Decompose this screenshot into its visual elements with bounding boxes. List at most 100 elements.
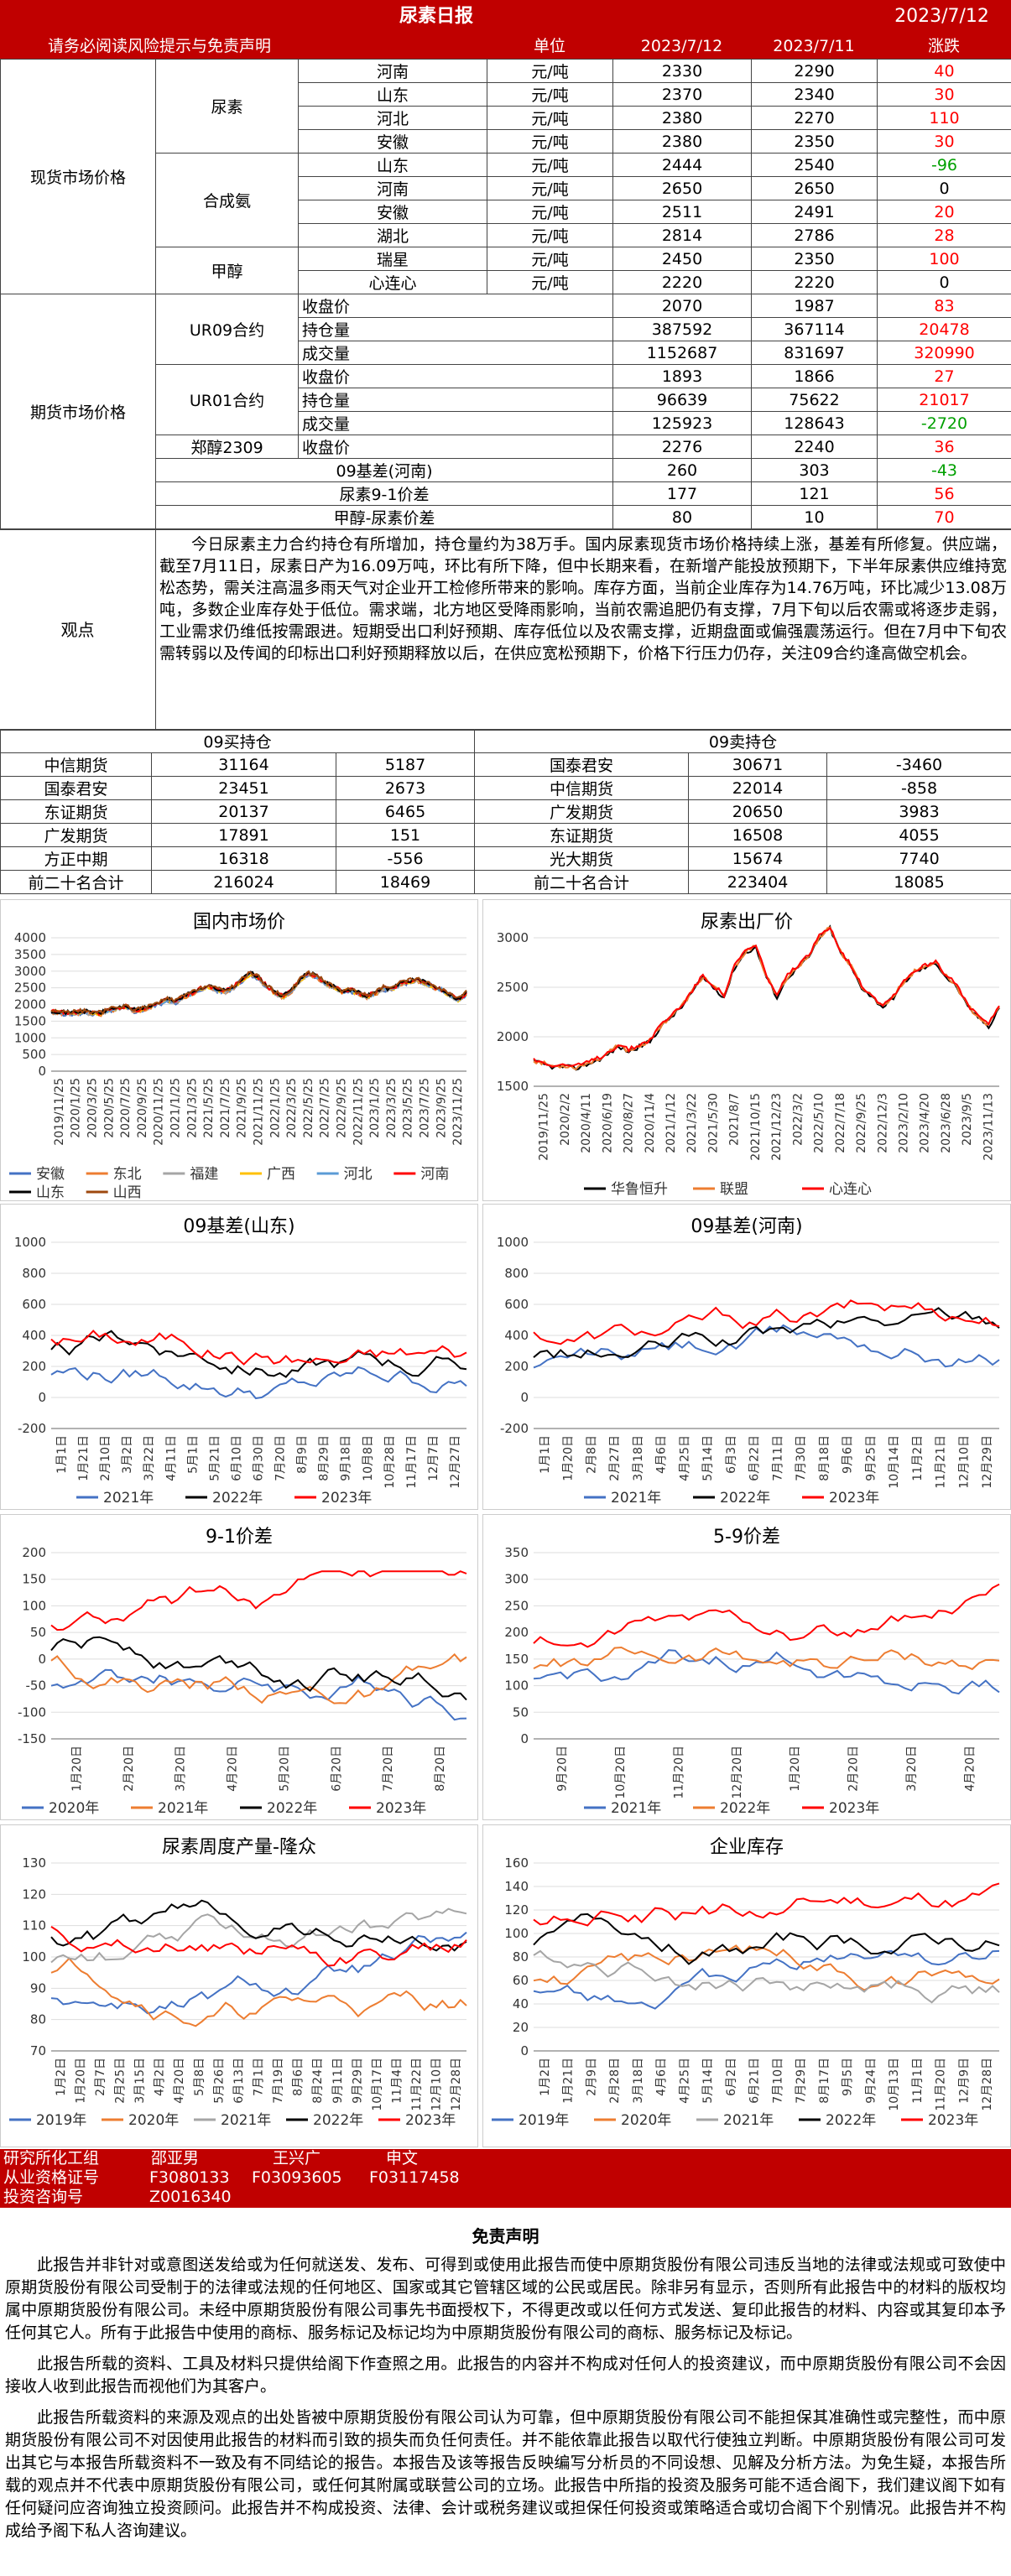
- legend-label: 联盟: [720, 1181, 748, 1198]
- y-tick-label: 2500: [14, 981, 46, 996]
- x-tick-label: 9月29日: [351, 2058, 364, 2104]
- position-cell: 16508: [688, 823, 828, 847]
- price-change: 100: [877, 247, 1011, 271]
- price-today: 2511: [612, 200, 752, 224]
- position-cell: 3983: [826, 799, 1011, 824]
- x-tick-label: 2023/11/25: [451, 1078, 465, 1146]
- x-tick-label: 5月21日: [208, 1435, 221, 1481]
- y-tick-label: 70: [30, 2043, 46, 2058]
- broker-cell: 东证期货: [474, 823, 690, 847]
- series-line: [533, 1882, 1000, 1927]
- chart-title: 国内市场价: [192, 912, 285, 933]
- value-change: -43: [877, 458, 1011, 482]
- position-cell: -3460: [826, 752, 1011, 777]
- metric-cell: 收盘价: [298, 294, 613, 318]
- value-prev: 75622: [751, 388, 878, 412]
- value-today: 387592: [612, 317, 752, 341]
- series-line: [533, 1583, 1000, 1648]
- x-tick-label: 2021/3/22: [685, 1093, 699, 1153]
- x-tick-label: 10月8日: [362, 1435, 375, 1481]
- y-tick-label: 120: [22, 1886, 46, 1902]
- series-line: [533, 924, 1000, 1071]
- chart-legend: 华鲁恒升 联盟 心连心: [584, 1181, 872, 1198]
- position-cell: -858: [826, 776, 1011, 800]
- y-tick-label: 100: [22, 1949, 46, 1965]
- price-change: 30: [877, 82, 1011, 107]
- value-change: -2720: [877, 411, 1011, 435]
- position-cell: 216024: [151, 870, 336, 894]
- price-today: 2220: [612, 270, 752, 294]
- broker-cell: 方正中期: [0, 846, 152, 871]
- unit-cell: 元/吨: [487, 82, 613, 107]
- y-tick-label: 100: [504, 1678, 529, 1694]
- price-table: 现货市场价格 尿素 河南 元/吨 2330 2290 40 山东 元/吨 2370 2340 30 河北…: [0, 59, 1011, 529]
- unit-cell: 元/吨: [487, 270, 613, 294]
- legend-label: 2019年: [36, 2112, 86, 2129]
- observation-text: 今日尿素主力合约持仓有所增加，持仓量约为38万手。国内尿素现货市场价格持续上涨，…: [159, 535, 1007, 663]
- price-change: 0: [877, 176, 1011, 200]
- legend-label: 2021年: [611, 1800, 661, 1817]
- legend-label: 2023年: [405, 2112, 456, 2129]
- value-prev: 303: [751, 458, 878, 482]
- y-tick-label: 3000: [14, 964, 46, 979]
- x-tick-label: 2022/3/25: [285, 1078, 299, 1138]
- contract-label: UR09合约: [155, 294, 299, 365]
- x-tick-label: 2月28日: [608, 2058, 622, 2104]
- price-today: 2814: [612, 223, 752, 247]
- y-tick-label: 0: [38, 1652, 46, 1667]
- y-tick-label: 1500: [14, 1013, 46, 1028]
- y-tick-label: -50: [26, 1678, 47, 1694]
- region-cell: 湖北: [298, 223, 487, 247]
- value-prev: 10: [751, 505, 878, 529]
- y-tick-label: 1000: [14, 1030, 46, 1045]
- series-line: [50, 1570, 467, 1631]
- x-tick-label: 5月20日: [278, 1746, 291, 1792]
- position-cell: 31164: [151, 752, 336, 777]
- col-date2: 2023/7/11: [773, 37, 855, 55]
- price-prev: 2220: [751, 270, 878, 294]
- footer-cert-label: 从业资格证号: [3, 2168, 100, 2187]
- footer-bar: 研究所化工组 从业资格证号 投资咨询号 邵亚男 王兴广 申文 F3080133 …: [0, 2149, 1011, 2208]
- position-cell: 5187: [335, 752, 476, 777]
- position-cell: 23451: [151, 776, 336, 800]
- legend-label: 2020年: [49, 1800, 99, 1817]
- x-tick-label: 5月1日: [186, 1435, 200, 1474]
- x-tick-label: 1月21日: [77, 1435, 91, 1481]
- unit-cell: 元/吨: [487, 200, 613, 224]
- x-tick-label: 2020/9/25: [136, 1078, 149, 1138]
- y-tick-label: 160: [504, 1855, 529, 1871]
- x-tick-label: 8月9日: [296, 1435, 310, 1474]
- x-tick-label: 2月25日: [114, 2058, 128, 2104]
- y-tick-label: 200: [504, 1359, 529, 1374]
- y-tick-label: 140: [504, 1879, 529, 1894]
- series-line: [50, 1899, 467, 1952]
- series-line: [50, 1907, 467, 1964]
- analyst-name-2: 王兴广: [273, 2149, 321, 2167]
- x-tick-label: 2020/4/11: [580, 1093, 593, 1153]
- series-line: [533, 1912, 1000, 1965]
- x-tick-label: 2021/5/25: [202, 1078, 216, 1138]
- series-line: [533, 1299, 1000, 1345]
- position-cell: 4055: [826, 823, 1011, 847]
- x-tick-label: 8月29日: [318, 1435, 331, 1481]
- disclaimer-paragraph: 此报告所载的资料、工具及材料只提供给阁下作查照之用。此报告的内容并不构成对任何人…: [5, 2355, 1006, 2396]
- x-tick-label: 2022/7/18: [834, 1093, 847, 1153]
- value-change: 320990: [877, 341, 1011, 365]
- x-tick-label: 10月28日: [383, 1435, 397, 1489]
- metric-cell: 持仓量: [298, 317, 613, 341]
- chart-title: 09基差(河南): [691, 1216, 803, 1237]
- x-tick-label: 9月6日: [842, 1435, 855, 1474]
- region-cell: 河北: [298, 106, 487, 130]
- spread-label: 09基差(河南): [155, 458, 613, 482]
- x-tick-label: 3月18日: [632, 2058, 645, 2104]
- x-tick-label: 6月13日: [232, 2058, 246, 2104]
- cert-3: F03117458: [369, 2168, 460, 2187]
- y-tick-label: 50: [30, 1625, 46, 1640]
- x-tick-label: 2023/9/25: [435, 1078, 448, 1138]
- legend-label: 安徽: [36, 1166, 65, 1183]
- value-today: 2070: [612, 294, 752, 318]
- buy-positions-title: 09买持仓: [0, 729, 476, 753]
- y-tick-label: 2500: [497, 980, 529, 995]
- x-tick-label: 11月20日: [935, 2058, 948, 2111]
- y-tick-label: 110: [22, 1918, 46, 1933]
